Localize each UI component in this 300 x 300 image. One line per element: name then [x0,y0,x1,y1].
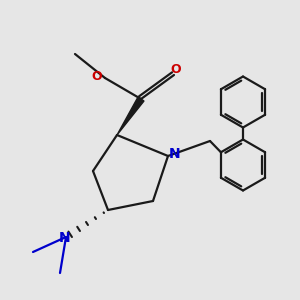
Text: N: N [59,231,70,245]
Text: N: N [169,148,180,161]
Text: O: O [170,63,181,76]
Polygon shape [117,97,144,135]
Text: O: O [91,70,102,83]
